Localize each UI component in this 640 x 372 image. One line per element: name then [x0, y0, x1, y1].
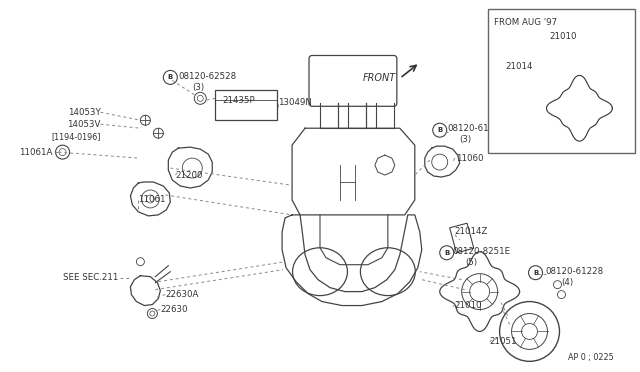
Text: (4): (4) — [561, 278, 573, 287]
Text: 08120-62528: 08120-62528 — [179, 72, 236, 81]
Text: 21435P: 21435P — [222, 96, 255, 105]
Text: B: B — [437, 127, 442, 133]
Bar — [488, 9, 636, 153]
Bar — [450, 223, 474, 253]
Text: (3): (3) — [192, 83, 204, 92]
Text: 11061: 11061 — [138, 195, 166, 205]
Text: FROM AUG '97: FROM AUG '97 — [493, 18, 557, 27]
Text: FRONT: FRONT — [363, 73, 396, 83]
Text: (3): (3) — [460, 135, 472, 144]
Text: 22630A: 22630A — [165, 290, 198, 299]
Text: AP 0 ; 0225: AP 0 ; 0225 — [568, 353, 613, 362]
Text: (5): (5) — [466, 258, 478, 267]
Text: [1194-0196]: [1194-0196] — [51, 132, 100, 141]
Text: B: B — [444, 250, 449, 256]
Text: 21014Z: 21014Z — [454, 227, 488, 236]
Text: 21200: 21200 — [175, 170, 203, 180]
Text: 11061A: 11061A — [19, 148, 52, 157]
Text: B: B — [533, 270, 538, 276]
Bar — [215, 90, 277, 120]
Text: 21014: 21014 — [506, 62, 533, 71]
Text: 21051: 21051 — [490, 337, 517, 346]
Text: 08120-61228: 08120-61228 — [545, 267, 604, 276]
Text: 11060: 11060 — [456, 154, 483, 163]
Text: 21010: 21010 — [454, 301, 482, 310]
Text: 08120-61628: 08120-61628 — [448, 124, 506, 133]
Text: 08120-8251E: 08120-8251E — [452, 247, 511, 256]
Text: 14053V: 14053V — [67, 120, 100, 129]
Text: 13049N: 13049N — [278, 98, 312, 107]
Text: 22630: 22630 — [161, 305, 188, 314]
Text: 14053Y: 14053Y — [68, 108, 100, 117]
Text: 21010: 21010 — [550, 32, 577, 41]
Text: SEE SEC.211: SEE SEC.211 — [63, 273, 118, 282]
Text: B: B — [168, 74, 173, 80]
